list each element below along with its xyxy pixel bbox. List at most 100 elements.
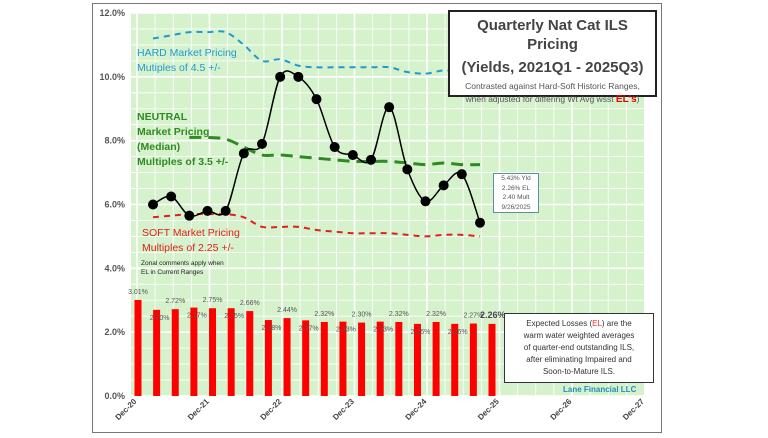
y-tick-label: 12.0% [99, 8, 125, 18]
yield-point [275, 71, 286, 82]
zonal-note-line1: Zonal comments apply when [141, 260, 224, 267]
el-bar-label: 2.30% [352, 312, 372, 319]
el-bar-label: 2.27% [463, 313, 483, 320]
el-bar-label: 2.75% [203, 297, 223, 304]
el-bar [469, 323, 477, 396]
chart-title-line2: (Yields, 2021Q1 - 2025Q3) [461, 59, 644, 76]
soft-label-line2: Multiples of 2.25 +/- [142, 242, 234, 254]
y-tick-label: 0.0% [104, 391, 125, 401]
el-bar [488, 323, 496, 396]
neutral-band-label: NEUTRAL Market Pricing (Median) Multiple… [137, 110, 228, 170]
yield-point [475, 217, 485, 228]
y-axis: 0.0% 2.0% 4.0% 6.0% 8.0% 10.0% 12.0% [99, 8, 125, 401]
x-tick-label: Dec-27 [621, 397, 646, 422]
callout-date: 9/26/2025 [501, 203, 531, 211]
el-bar-label: 2.32% [389, 311, 409, 318]
hard-label-line2: Mutiples of 4.5 +/- [137, 62, 221, 74]
neutral-label-line1: NEUTRAL [137, 111, 188, 123]
credit-label: Lane Financial LLC [563, 385, 637, 394]
x-axis: Dec-20 Dec-21 Dec-22 Dec-23 Dec-24 Dec-25 Dec-… [113, 397, 646, 422]
yield-point [148, 199, 158, 210]
yield-point [384, 102, 395, 113]
el-bar-label: 2.70% [150, 315, 170, 322]
yield-point [184, 210, 195, 221]
yield-point [347, 150, 358, 161]
y-tick-label: 8.0% [104, 136, 125, 146]
el-bar-label: 2.33% [373, 327, 393, 334]
x-tick-label: Dec-22 [258, 397, 283, 422]
el-bar-label: 2.26% [448, 329, 468, 336]
el-note-line5: Soon-to-Mature ILS. [542, 367, 616, 376]
el-bar [376, 321, 384, 396]
el-bar [246, 311, 254, 396]
y-tick-label: 4.0% [104, 263, 125, 273]
subtitle-suffix: ) [636, 94, 640, 104]
yield-point [329, 142, 340, 153]
neutral-label-line3: (Median) [137, 141, 181, 153]
el-bar [395, 321, 403, 396]
yield-point [238, 148, 249, 159]
el-note-suffix: ) are the [601, 319, 632, 328]
hard-band-label: HARD Market Pricing Mutiples of 4.5 +/- [137, 46, 237, 76]
hard-label-line1: HARD Market Pricing [137, 47, 237, 59]
el-bar [264, 320, 272, 396]
neutral-label-line4: Multiples of 3.5 +/- [137, 156, 229, 168]
soft-band-line [152, 212, 481, 238]
y-tick-label: 6.0% [104, 200, 125, 210]
chart-subtitle-line1: Contrasted against Hard-Soft Historic Ra… [465, 81, 640, 91]
el-note-line1: Expected Losses (EL) are the [505, 318, 653, 330]
y-tick-label: 10.0% [99, 72, 125, 82]
el-note-line2: warm water weighted averages [523, 331, 635, 340]
el-bar-label: 2.72% [165, 298, 185, 305]
callout-yield: 5.43% Yld [501, 175, 531, 182]
x-tick-label: Dec-24 [403, 397, 428, 422]
neutral-label-line2: Market Pricing [137, 126, 210, 138]
chart-subtitle-line2: when adjusted for differing Wt Avg wsst … [450, 93, 655, 106]
el-bar [413, 323, 421, 396]
el-note-line3: of quarter-end outstanding ILS, [523, 343, 635, 352]
yield-point [456, 169, 467, 180]
zonal-note-line2: EL in Current Ranges [141, 269, 204, 276]
el-bar [209, 308, 217, 396]
yield-point [402, 164, 413, 175]
el-bar [358, 322, 366, 396]
el-bar [283, 318, 291, 396]
yield-point [202, 205, 213, 216]
hard-band-line [152, 30, 481, 75]
zonal-note: Zonal comments apply when EL in Current … [141, 259, 224, 277]
callout-mult: 2.40 Mult [502, 194, 530, 201]
el-bar [190, 307, 198, 396]
el-bar-label: 2.44% [277, 307, 297, 314]
el-bar [320, 321, 328, 396]
el-bar-label: 2.38% [261, 325, 281, 332]
el-bar [432, 321, 440, 396]
title-box: Quarterly Nat Cat ILS Pricing (Yields, 2… [448, 10, 657, 105]
el-note-box: Expected Losses (EL) are the warm water … [504, 313, 654, 383]
el-bar-label: 2.33% [336, 327, 356, 334]
el-note-prefix: Expected Losses ( [526, 319, 593, 328]
yield-point [257, 138, 267, 149]
yield-point [166, 191, 177, 202]
el-bar-label: 2.75% [224, 313, 244, 320]
soft-band-label: SOFT Market Pricing Multiples of 2.25 +/… [142, 226, 240, 256]
yield-point [220, 205, 231, 216]
latest-point-callout: 5.43% Yld 2.26% EL 2.40 Mult 9/26/2025 [493, 173, 539, 213]
el-bar-label: 2.32% [314, 311, 334, 318]
yield-series [148, 70, 485, 228]
y-tick-label: 2.0% [104, 327, 125, 337]
yield-point [366, 154, 376, 165]
el-bar-label: 3.01% [128, 289, 148, 296]
yield-point [420, 196, 431, 207]
chart-frame [92, 3, 662, 433]
yield-point [311, 94, 322, 105]
last-bar-label: 2.26% [480, 310, 506, 320]
subtitle-els-highlight: EL's [615, 94, 637, 105]
subtitle-prefix: when adjusted for differing Wt Avg wsst [465, 94, 616, 104]
el-note-line4: after eliminating Impaired and [526, 355, 632, 364]
el-bar [451, 323, 459, 396]
el-bar-label: 2.26% [411, 329, 431, 336]
el-bar [302, 320, 310, 396]
el-bar [153, 309, 161, 396]
band-lines [152, 30, 481, 238]
x-tick-label: Dec-23 [331, 397, 356, 422]
